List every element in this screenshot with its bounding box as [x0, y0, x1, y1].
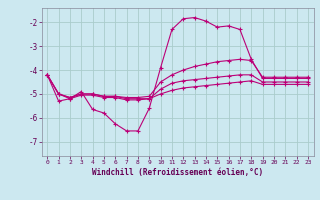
X-axis label: Windchill (Refroidissement éolien,°C): Windchill (Refroidissement éolien,°C) — [92, 168, 263, 177]
